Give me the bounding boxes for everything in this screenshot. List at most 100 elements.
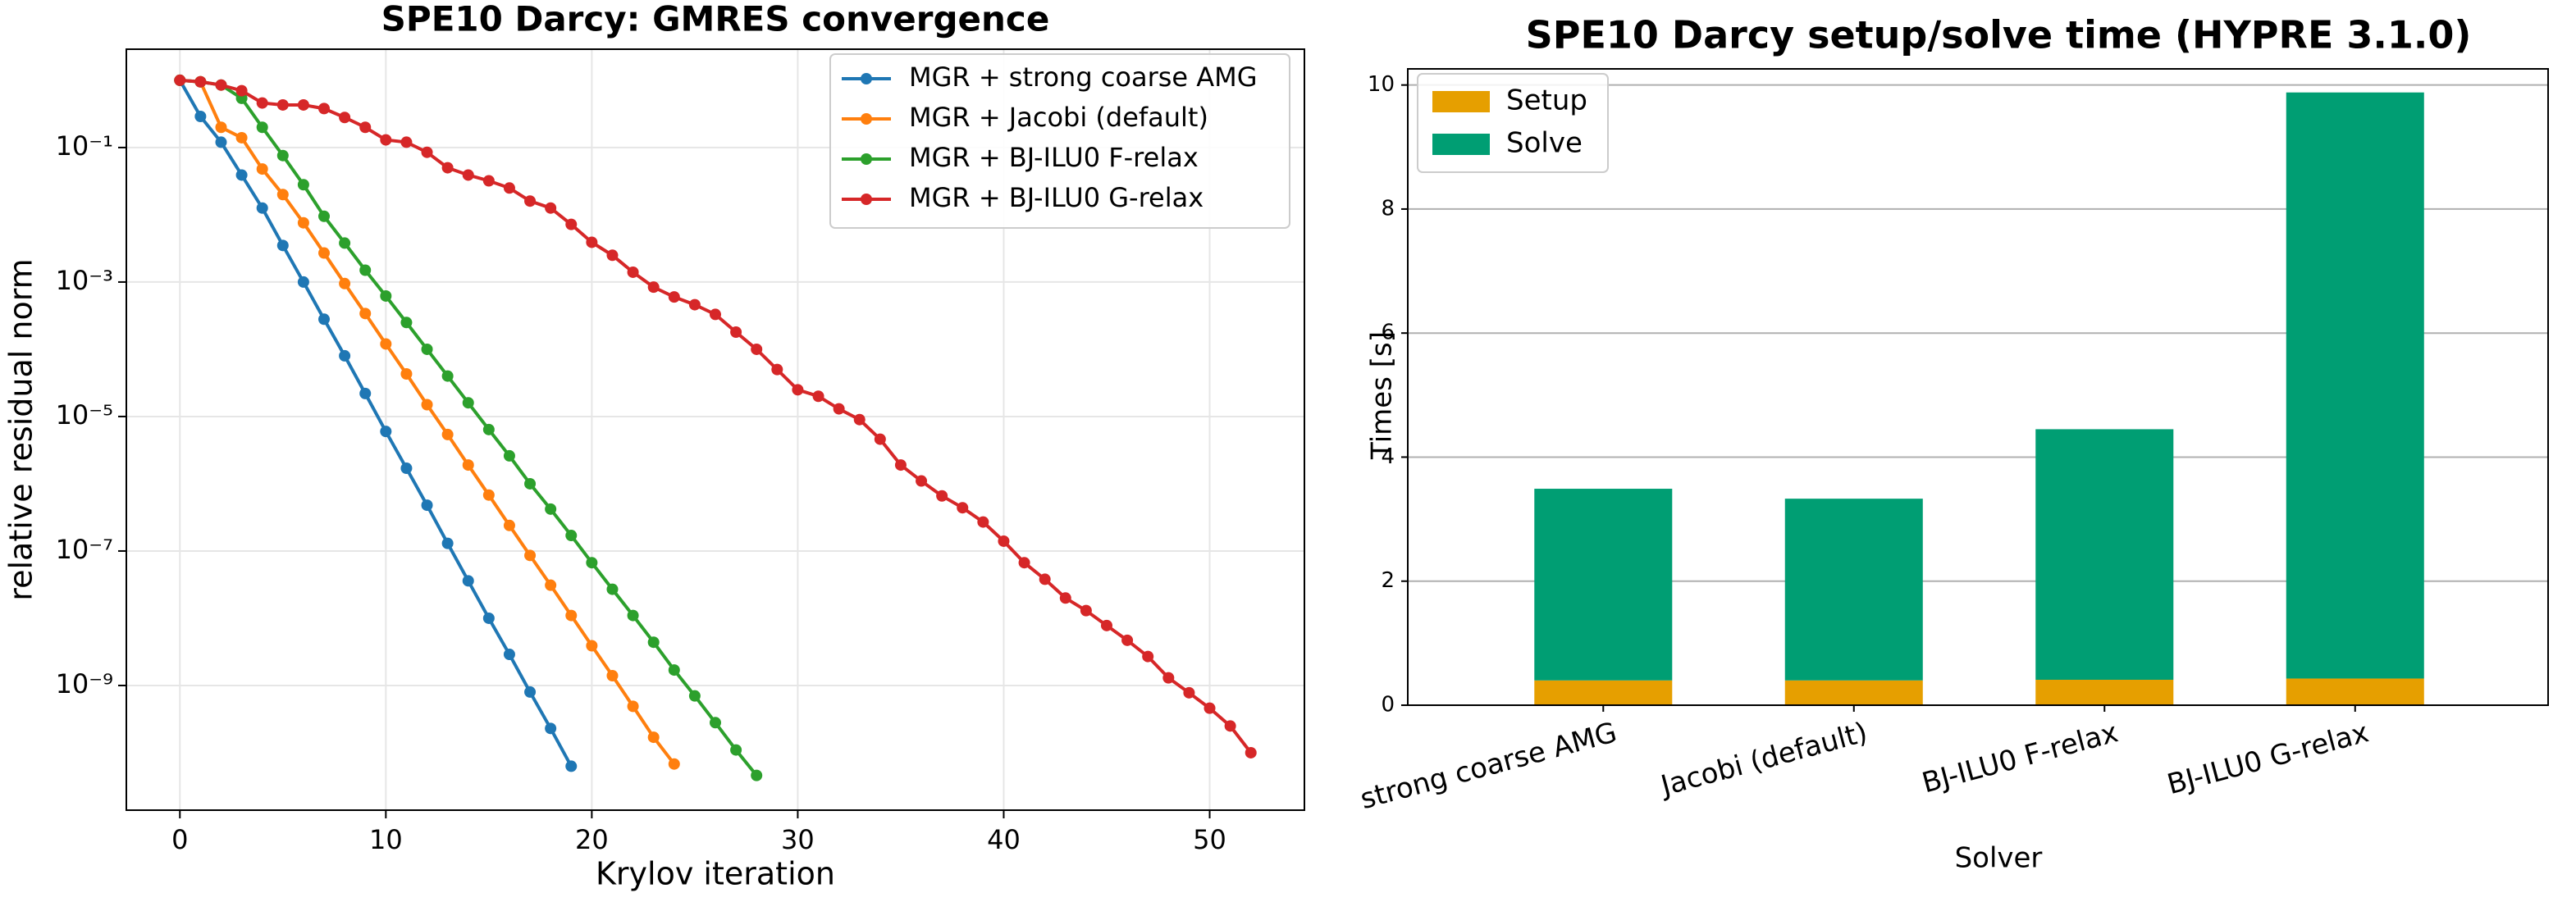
data-point: [647, 731, 660, 744]
bar-segment: [2035, 679, 2174, 705]
data-point: [174, 74, 186, 86]
legend-swatch: [1432, 134, 1490, 155]
y-tick-label: 8: [1381, 196, 1395, 221]
data-point: [441, 162, 454, 174]
data-point: [421, 343, 433, 355]
data-point: [276, 149, 289, 162]
data-point: [215, 121, 227, 134]
data-point: [318, 102, 331, 115]
bar-segment: [1534, 680, 1673, 705]
data-point: [297, 98, 309, 111]
data-point: [710, 308, 721, 321]
bar-segment: [1784, 680, 1923, 705]
data-point: [359, 308, 372, 320]
data-point: [812, 390, 824, 403]
y-tick-label: 10⁻⁷: [56, 534, 113, 565]
legend-label: MGR + BJ-ILU0 F-relax: [909, 142, 1199, 173]
data-point: [318, 210, 331, 222]
data-point: [462, 169, 474, 181]
data-point: [833, 403, 845, 415]
data-point: [565, 218, 578, 230]
data-point: [1162, 672, 1175, 684]
data-point: [916, 475, 928, 487]
y-tick-label: 10⁻³: [56, 265, 113, 296]
data-point: [565, 530, 578, 542]
x-tick-label: 30: [781, 824, 815, 855]
data-point: [1142, 650, 1154, 663]
data-point: [1059, 592, 1071, 604]
data-point: [545, 722, 557, 735]
data-point: [256, 163, 268, 175]
data-point: [524, 477, 537, 490]
y-axis-label: Times [s]: [1366, 331, 1399, 460]
data-point: [668, 291, 680, 303]
bar-segment: [1784, 499, 1923, 681]
legend-marker: [861, 153, 872, 165]
data-point: [730, 744, 742, 756]
data-point: [462, 575, 474, 587]
data-point: [874, 433, 886, 445]
data-point: [957, 502, 969, 514]
legend-label: MGR + BJ-ILU0 G-relax: [909, 182, 1204, 213]
y-tick-label: 10⁻⁹: [56, 668, 113, 699]
legend-label: MGR + strong coarse AMG: [909, 61, 1258, 93]
series-line: [180, 78, 676, 765]
data-point: [730, 326, 742, 339]
legend-swatch: [1432, 91, 1490, 112]
y-tick-label: 10⁻⁵: [56, 399, 113, 430]
data-point: [977, 516, 989, 528]
data-point: [421, 499, 433, 512]
data-point: [400, 136, 413, 148]
legend-label: Setup: [1506, 84, 1587, 117]
data-point: [1245, 746, 1257, 758]
data-point: [339, 277, 351, 289]
data-point: [606, 583, 619, 595]
x-axis-label: Solver: [1955, 842, 2043, 875]
y-axis-label: relative residual norm: [3, 258, 39, 600]
data-point: [524, 686, 537, 698]
data-point: [524, 195, 537, 207]
data-point: [380, 426, 392, 438]
data-point: [297, 179, 309, 191]
data-point: [792, 384, 804, 396]
data-point: [339, 237, 351, 249]
data-point: [297, 216, 309, 229]
legend-marker: [861, 194, 872, 205]
y-tick-label: 4: [1381, 444, 1395, 469]
data-point: [482, 423, 495, 435]
legend-label: Solve: [1506, 127, 1583, 160]
data-point: [380, 338, 392, 350]
bar-segment: [2286, 678, 2424, 705]
plot-frame: [126, 48, 1305, 811]
x-tick-label: 40: [987, 824, 1021, 855]
data-point: [276, 98, 289, 111]
x-tick-label: 50: [1193, 824, 1226, 855]
bar-segment: [1534, 489, 1673, 681]
data-point: [647, 636, 660, 649]
x-tick-label: BJ-ILU0 F-relax: [1919, 716, 2122, 800]
data-point: [647, 281, 660, 294]
data-point: [400, 462, 413, 475]
data-point: [1018, 557, 1030, 569]
data-point: [586, 557, 598, 569]
data-point: [545, 503, 557, 515]
legend-marker: [861, 73, 872, 84]
chart-title: SPE10 Darcy: GMRES convergence: [381, 0, 1050, 39]
data-point: [688, 298, 701, 311]
data-point: [936, 490, 948, 502]
data-point: [1183, 686, 1195, 699]
x-tick-label: strong coarse AMG: [1357, 716, 1620, 816]
data-point: [894, 459, 907, 472]
data-point: [441, 537, 454, 549]
bar-segment: [2035, 429, 2174, 680]
data-point: [462, 459, 474, 472]
data-point: [462, 397, 474, 409]
data-point: [565, 609, 578, 622]
data-point: [339, 112, 351, 124]
data-point: [1204, 702, 1216, 714]
data-point: [688, 690, 701, 702]
series-line: [178, 79, 573, 768]
x-tick-label: Jacobi (default): [1656, 716, 1871, 803]
data-point: [441, 428, 454, 440]
